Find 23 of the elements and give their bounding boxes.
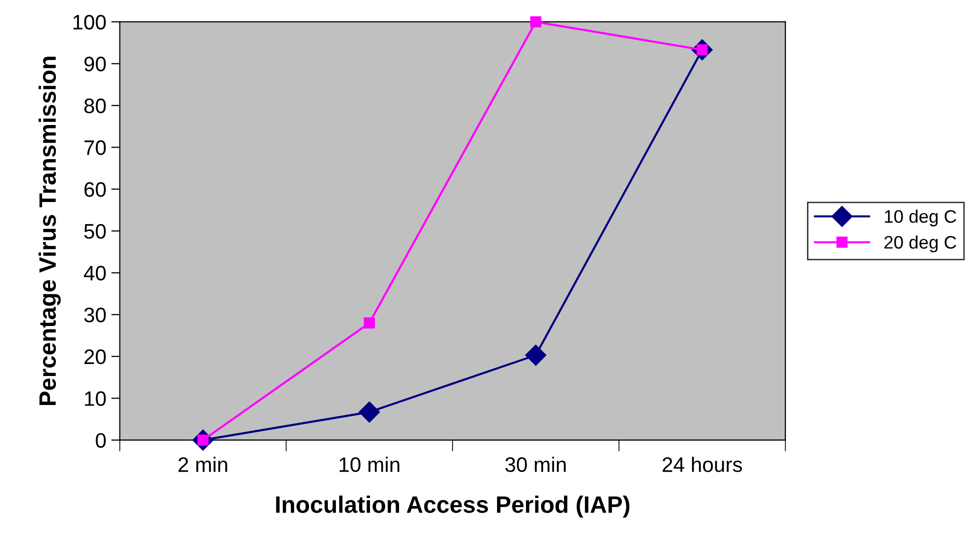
point xyxy=(525,344,546,366)
y-tick-label: 100 xyxy=(73,14,106,30)
y-tick-label: 50 xyxy=(84,224,106,239)
y-tick-label: 30 xyxy=(84,308,106,322)
y-tick-label: 40 xyxy=(84,266,106,281)
legend-label: 20 deg C xyxy=(884,235,956,252)
y-tick-label: 20 xyxy=(84,349,106,364)
y-tick-label: 60 xyxy=(84,182,106,197)
point xyxy=(364,317,375,329)
legend-label: 10 deg C xyxy=(884,210,956,226)
y-tick-label: 70 xyxy=(84,140,106,156)
point xyxy=(530,16,542,28)
x-tick-label: 10 min xyxy=(340,456,400,472)
y-tick-label: 90 xyxy=(84,56,106,72)
point xyxy=(358,402,380,423)
x-axis-title: Inoculation Access Period (IAP) xyxy=(276,496,630,518)
y-tick-label: 0 xyxy=(96,433,106,448)
y-axis-title: Percentage Virus Transmission xyxy=(38,56,61,406)
x-tick-label: 30 min xyxy=(505,456,566,472)
y-tick-label: 80 xyxy=(84,98,106,114)
x-tick-label: 2 min xyxy=(178,456,228,472)
y-tick-label: 10 xyxy=(85,391,106,406)
x-tick-label: 24 hours xyxy=(662,456,742,472)
